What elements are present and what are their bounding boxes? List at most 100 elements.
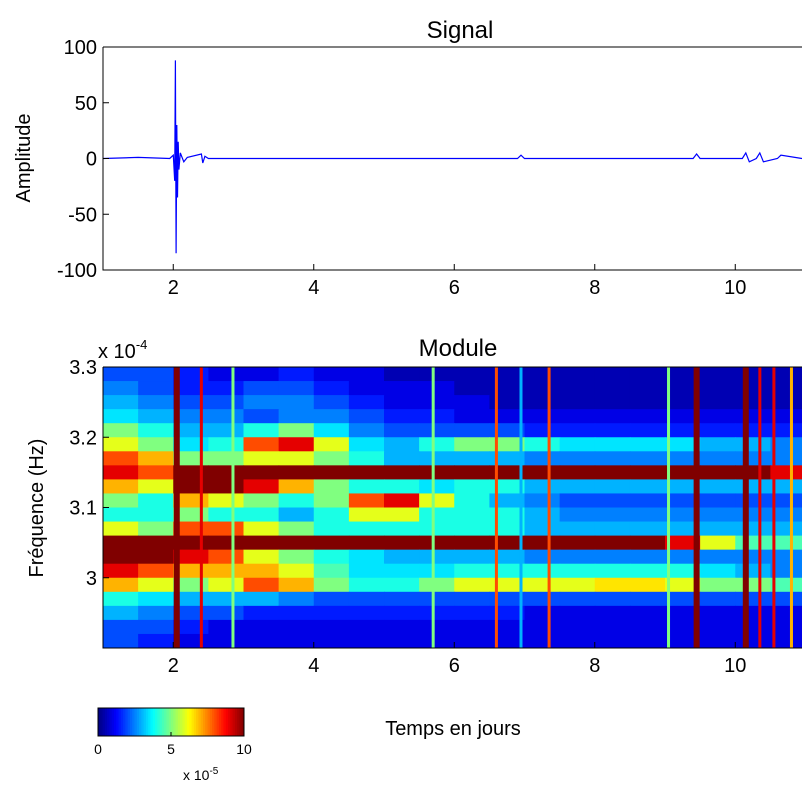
- colorbar-swatch: [177, 708, 181, 736]
- colorbar-swatch: [221, 708, 224, 736]
- heatmap-cell: [208, 409, 245, 424]
- heatmap-cell: [278, 507, 315, 523]
- multiplier-exponent: -4: [136, 337, 148, 352]
- colorbar-swatch: [120, 708, 124, 736]
- heatmap-cell: [384, 493, 420, 509]
- heatmap-cell: [384, 563, 420, 579]
- heatmap-cell: [243, 451, 280, 466]
- heatmap-cell: [208, 381, 245, 396]
- heatmap-cell: [103, 591, 139, 607]
- heatmap-cell: [594, 591, 631, 607]
- axes-frame: [102, 46, 802, 271]
- heatmap-cell: [138, 549, 174, 565]
- vertical-streak: [519, 367, 523, 648]
- heatmap-cell: [559, 549, 596, 565]
- heatmap-cell: [489, 367, 526, 382]
- heatmap-cell: [208, 535, 245, 551]
- colorbar-swatch: [223, 708, 227, 736]
- heatmap-cell: [348, 493, 385, 509]
- colorbar-swatch: [111, 708, 115, 736]
- heatmap-cell: [594, 395, 631, 410]
- heatmap-cell: [665, 563, 701, 579]
- heatmap-cell: [700, 577, 736, 593]
- heatmap-cell: [454, 465, 490, 480]
- heatmap-cell: [559, 479, 596, 495]
- x-tick-label: 4: [308, 277, 319, 299]
- heatmap-cell: [313, 395, 350, 410]
- axes-frame: [102, 366, 802, 649]
- colorbar-swatch: [189, 708, 193, 736]
- x-tick-label: 2: [168, 655, 179, 677]
- heatmap-cell: [348, 535, 385, 551]
- heatmap-cell: [348, 577, 385, 593]
- heatmap-cell: [524, 591, 561, 607]
- heatmap-cell: [348, 395, 385, 410]
- heatmap-cell: [594, 633, 631, 648]
- heatmap-cell: [313, 465, 350, 480]
- colorbar-swatch: [205, 708, 208, 736]
- heatmap-cell: [454, 563, 490, 579]
- heatmap-cell: [348, 633, 385, 648]
- heatmap-cell: [700, 395, 736, 410]
- colorbar-swatch: [107, 708, 110, 736]
- heatmap-cell: [629, 535, 666, 551]
- heatmap-cell: [103, 605, 139, 621]
- heatmap-cell: [700, 535, 736, 551]
- heatmap-cell: [735, 437, 771, 452]
- heatmap-cell: [313, 493, 350, 509]
- heatmap-cell: [594, 507, 631, 523]
- heatmap-cell: [629, 549, 666, 565]
- heatmap-cell: [278, 577, 315, 593]
- colorbar-swatch: [102, 708, 106, 736]
- heatmap-cell: [208, 479, 245, 495]
- heatmap-cell: [735, 381, 771, 396]
- heatmap-cell: [208, 605, 245, 621]
- heatmap-cell: [594, 563, 631, 579]
- heatmap-cell: [700, 591, 736, 607]
- heatmap-cell: [419, 437, 455, 452]
- colorbar-swatch: [180, 708, 183, 736]
- heatmap-cell: [208, 507, 245, 523]
- heatmap-cell: [524, 437, 561, 452]
- heatmap-cell: [629, 465, 666, 480]
- vertical-streak: [494, 367, 498, 648]
- y-axis-label: Fréquence (Hz): [26, 439, 48, 578]
- heatmap-cell: [138, 395, 174, 410]
- colorbar-swatch: [118, 708, 122, 736]
- colorbar-swatch: [230, 708, 234, 736]
- heatmap-cell: [313, 423, 350, 438]
- y-tick-label: 3.1: [69, 498, 97, 520]
- heatmap-cell: [243, 367, 280, 382]
- heatmap-cell: [208, 619, 245, 635]
- heatmap-cell: [419, 577, 455, 593]
- heatmap-cell: [278, 521, 315, 537]
- heatmap-cell: [629, 591, 666, 607]
- heatmap-cell: [278, 535, 315, 551]
- heatmap-cell: [278, 367, 315, 382]
- heatmap-cell: [103, 381, 139, 396]
- heatmap-cell: [665, 367, 701, 382]
- heatmap-cell: [348, 409, 385, 424]
- heatmap-cell: [524, 409, 561, 424]
- y-tick-label: 100: [64, 37, 97, 59]
- colorbar-swatch: [232, 708, 236, 736]
- heatmap-cell: [243, 619, 280, 635]
- heatmap-cell: [524, 619, 561, 635]
- vertical-streak: [431, 367, 435, 648]
- heatmap-cell: [243, 633, 280, 648]
- heatmap-cell: [348, 381, 385, 396]
- heatmap-cell: [103, 423, 139, 438]
- heatmap-cell: [770, 409, 802, 424]
- heatmap-cell: [243, 493, 280, 509]
- heatmap-cell: [770, 451, 802, 466]
- heatmap-cell: [594, 577, 631, 593]
- heatmap-cell: [524, 493, 561, 509]
- heatmap-cell: [770, 479, 802, 495]
- heatmap-cell: [313, 535, 350, 551]
- heatmap-cell: [524, 451, 561, 466]
- heatmap-cell: [700, 549, 736, 565]
- vertical-streak: [173, 367, 180, 648]
- x-axis-label: Temps en jours: [385, 718, 521, 740]
- heatmap-cell: [524, 423, 561, 438]
